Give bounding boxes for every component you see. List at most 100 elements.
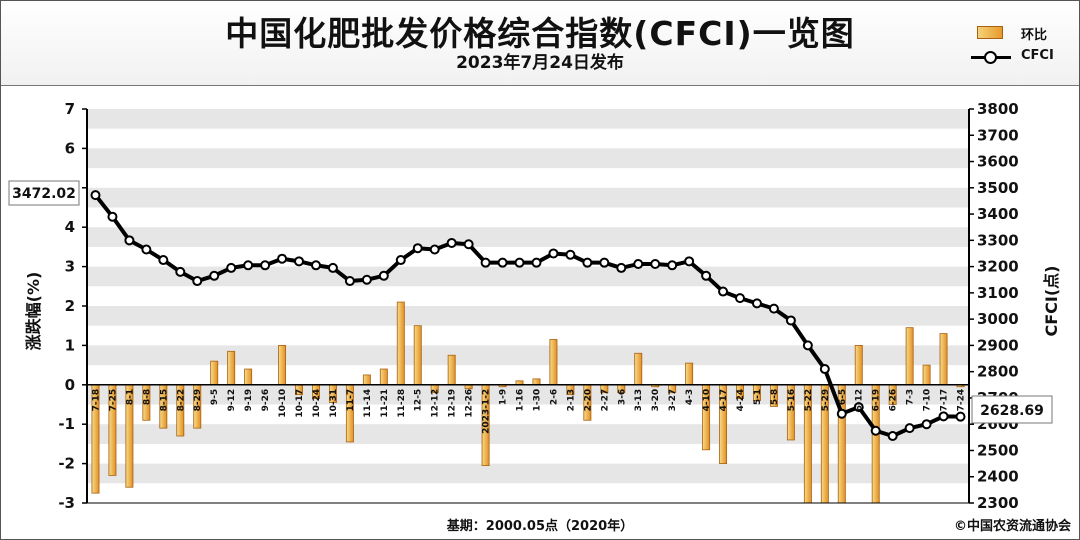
bar	[685, 362, 694, 386]
bar	[244, 368, 253, 386]
x-tick-label: 10-31	[329, 389, 339, 418]
y-tick-left-label: 1	[65, 336, 75, 354]
cfci-point	[616, 262, 627, 273]
x-tick-label: 4-3	[685, 389, 695, 405]
callout-first-value: 3472.02	[12, 186, 76, 202]
y-tick-right-label: 2400	[977, 468, 1019, 486]
cfci-point	[260, 260, 271, 271]
cfci-point	[938, 411, 949, 422]
x-tick-label: 9-12	[227, 389, 237, 412]
cfci-point	[887, 431, 898, 442]
legend-bar-swatch	[977, 26, 1003, 39]
cfci-point	[599, 257, 610, 268]
grid-band	[87, 187, 969, 208]
y-tick-right-label: 3500	[977, 179, 1019, 197]
y-tick-left-label: 2	[65, 297, 75, 315]
line-series	[90, 190, 966, 442]
cfci-point	[158, 255, 169, 266]
cfci-point	[718, 286, 729, 297]
x-tick-label: 1-30	[532, 389, 542, 412]
cfci-line	[93, 193, 961, 439]
x-tick-label: 6-26	[889, 389, 899, 412]
cfci-point	[344, 276, 355, 287]
copyright-credit: ©中国农资流通协会	[953, 519, 1071, 534]
y-tick-left-label: 4	[65, 218, 75, 236]
x-axis-labels: 7-18 7-25 8-1 8-8 8-15 8-22 8-29 9-5 9-12 9-19 9-2…	[91, 389, 966, 434]
callout-last-value: 2628.69	[980, 403, 1044, 419]
grid-band	[87, 463, 969, 484]
bar	[854, 344, 863, 386]
x-tick-label: 2-6	[549, 389, 559, 405]
y-tick-left-label: 0	[65, 376, 75, 394]
cfci-point	[650, 258, 661, 269]
y-tick-left-label: -3	[58, 494, 75, 512]
bar	[362, 374, 371, 386]
cfci-point	[582, 257, 593, 268]
x-tick-label: 10-10	[278, 389, 288, 418]
x-tick-label: 7-3	[906, 389, 916, 405]
grid-band	[87, 109, 969, 129]
y-axis-right-label: CFCI(点)	[1042, 266, 1061, 337]
cfci-point	[226, 262, 237, 273]
y-tick-left-label: 3	[65, 258, 75, 276]
x-tick-label: 12-26	[465, 389, 475, 418]
cfci-point	[565, 249, 576, 260]
callout-first-box	[8, 180, 80, 206]
cfci-point	[921, 419, 932, 430]
cfci-point	[768, 303, 779, 314]
cfci-point	[141, 244, 152, 255]
callout-last-box	[971, 395, 1053, 424]
cfci-point	[480, 257, 491, 268]
bar	[210, 360, 219, 386]
x-tick-label: 8-29	[193, 389, 203, 412]
x-tick-label: 6-5	[838, 389, 848, 405]
bar	[532, 378, 541, 386]
cfci-point	[802, 340, 813, 351]
x-tick-label: 7-10	[923, 389, 933, 412]
x-tick-label: 5-22	[804, 389, 814, 412]
cfci-point	[819, 364, 830, 375]
x-tick-label: 11-14	[363, 389, 373, 418]
cfci-point	[701, 270, 712, 281]
cfci-point	[836, 408, 847, 419]
x-tick-label: 3-27	[668, 389, 678, 412]
y-axis-left-ticks: 76543210-1-2-3	[58, 100, 87, 512]
legend-bar-label: 环比	[1021, 28, 1048, 43]
cfci-point	[209, 270, 220, 281]
grid-bands	[87, 109, 969, 503]
bar	[634, 352, 643, 386]
y-tick-right-label: 3100	[977, 284, 1019, 302]
y-tick-right-label: 3800	[977, 100, 1019, 118]
grid-band	[87, 384, 969, 405]
y-tick-right-label: 3200	[977, 258, 1019, 276]
bar	[939, 333, 948, 386]
cfci-point	[531, 257, 542, 268]
cfci-point	[429, 244, 440, 255]
x-tick-label: 9-26	[261, 389, 271, 412]
cfci-point	[785, 315, 796, 326]
y-axis-right-ticks: 3800 3700 3600 3500 3400 3300 3200 3100 3000 2900…	[969, 100, 1019, 512]
x-tick-label: 2-27	[600, 389, 610, 412]
grid-band	[87, 345, 969, 366]
y-tick-right-label: 3300	[977, 231, 1019, 249]
x-tick-label: 5-16	[787, 389, 797, 412]
cfci-point	[633, 258, 644, 269]
y-axis-left-label: 涨跌幅(%)	[24, 272, 43, 351]
bar	[379, 368, 388, 386]
bar-series	[91, 301, 965, 504]
cfci-point	[107, 211, 118, 222]
bar	[413, 325, 422, 386]
cfci-point	[751, 298, 762, 309]
cfci-point	[446, 237, 457, 248]
x-tick-label: 2-20	[583, 389, 593, 412]
x-tick-label: 11-21	[380, 389, 390, 418]
callout-last: 2628.69	[971, 395, 1053, 424]
chart-title: 中国化肥批发价格综合指数(CFCI)一览图	[225, 14, 855, 53]
bar	[227, 350, 236, 386]
grid-band	[87, 266, 969, 287]
x-tick-label: 8-15	[159, 389, 169, 412]
x-tick-label: 8-1	[125, 389, 135, 405]
cfci-point	[514, 257, 525, 268]
legend-item-bar: 环比	[969, 23, 1074, 43]
